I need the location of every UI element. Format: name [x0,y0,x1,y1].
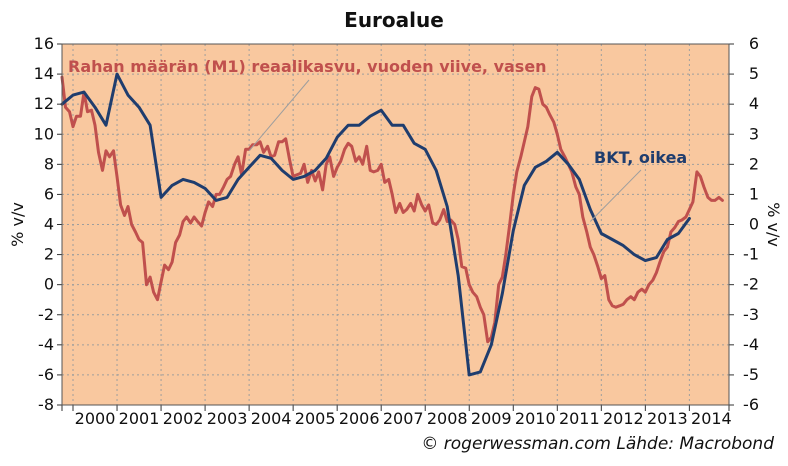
x-tick-label: 2001 [119,409,160,428]
left-tick-label: -4 [38,335,54,354]
chart-title: Euroalue [344,8,444,32]
right-tick-label: -5 [743,365,759,384]
annotation-layer: Rahan määrän (M1) reaalikasvu, vuoden vi… [68,57,687,222]
x-tick-label: 2008 [427,409,468,428]
left-tick-label: 14 [34,64,54,83]
plot-frame [61,43,730,406]
right-tick-label: 6 [749,34,759,53]
y-axis-label-right: % v/v [764,202,783,247]
gridlines [62,43,729,406]
right-tick-label: 1 [749,184,759,203]
right-tick-label: -3 [743,305,759,324]
x-tick-label: 2013 [647,409,688,428]
x-tick-label: 2012 [603,409,644,428]
x-tick-label: 2000 [75,409,116,428]
right-tick-label: 2 [749,154,759,173]
right-tick-label: -4 [743,335,759,354]
right-tick-label: -6 [743,395,759,414]
left-tick-label: 12 [34,94,54,113]
left-tick-label: 4 [44,215,54,234]
x-tick-label: 2006 [339,409,380,428]
annotation-leader-bkt [589,169,642,222]
left-tick-label: 6 [44,184,54,203]
right-tick-label: 0 [749,215,759,234]
right-tick-label: -2 [743,275,759,294]
series-line-bkt [60,72,691,377]
x-tick-label: 2007 [383,409,424,428]
x-tick-label: 2014 [691,409,732,428]
source-credit: © rogerwessman.com Lähde: Macrobond [421,434,774,454]
right-tick-label: 3 [749,124,759,143]
right-tick-label: 4 [749,94,759,113]
annotation-bkt: BKT, oikea [594,148,687,167]
left-tick-label: 16 [34,34,54,53]
left-tick-label: 0 [44,275,54,294]
left-tick-label: 10 [34,124,54,143]
left-tick-label: 2 [44,245,54,264]
right-tick-label: -1 [743,245,759,264]
x-tick-label: 2009 [471,409,512,428]
series-layer [60,72,724,377]
x-tick-label: 2003 [207,409,248,428]
y-axis-label-left: % v/v [8,202,27,247]
left-tick-label: -8 [38,395,54,414]
x-tick-label: 2002 [163,409,204,428]
left-tick-label: -6 [38,365,54,384]
annotation-leader-m1 [248,79,310,152]
axes: 16 614 512 410 38 26 14 02 -10 -2-2 -3-4 -4-6 -5-8 -6… [8,34,783,428]
right-tick-label: 5 [749,64,759,83]
x-tick-label: 2005 [295,409,336,428]
left-tick-label: -2 [38,305,54,324]
annotation-m1: Rahan määrän (M1) reaalikasvu, vuoden vi… [68,57,547,76]
series-line-m1 [60,75,724,344]
x-tick-label: 2011 [559,409,600,428]
x-tick-label: 2004 [251,409,292,428]
x-tick-label: 2010 [515,409,556,428]
left-tick-label: 8 [44,154,54,173]
